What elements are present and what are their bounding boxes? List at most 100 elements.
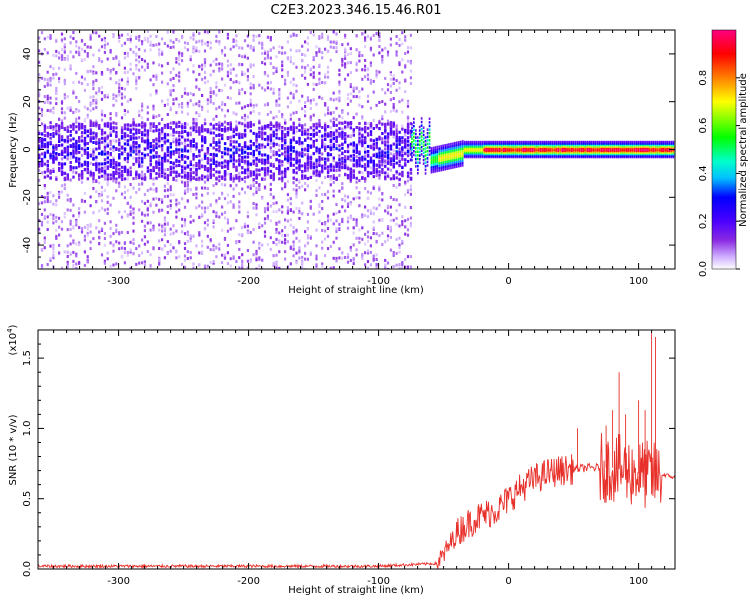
heatmap-cell-3571 <box>321 262 324 266</box>
heatmap-cell-4770 <box>418 125 421 129</box>
heatmap-cell-3585 <box>321 207 324 211</box>
heatmap-cell-87 <box>43 184 46 187</box>
heatmap-cell-2144 <box>206 42 209 46</box>
heatmap-cell-1488 <box>155 91 158 95</box>
heatmap-cell-893 <box>106 160 109 164</box>
heatmap-cell-4065 <box>358 150 361 154</box>
heatmap-cell-3537 <box>318 203 321 207</box>
heatmap-cell-2692 <box>249 152 252 156</box>
heatmap-cell-3360 <box>304 251 307 255</box>
heatmap-cell-2374 <box>223 129 227 133</box>
heatmap-cell-2103 <box>203 210 207 214</box>
heatmap-cell-3847 <box>341 151 344 155</box>
heatmap-cell-1243 <box>135 79 138 83</box>
heatmap-cell-2829 <box>261 43 264 47</box>
heatmap-cell-1128 <box>126 32 129 36</box>
heatmap-cell-3918 <box>346 150 350 154</box>
heatmap-cell-2284 <box>218 88 221 92</box>
heatmap-cell-1661 <box>169 70 172 74</box>
heatmap-cell-209 <box>52 145 55 149</box>
heatmap-cell-2181 <box>209 87 212 91</box>
heatmap-cell-1980 <box>195 102 198 106</box>
heatmap-cell-1394 <box>146 153 150 157</box>
heatmap-cell-844 <box>103 46 106 50</box>
heatmap-cell-2637 <box>246 34 249 38</box>
heatmap-cell-2149 <box>206 157 210 161</box>
heatmap-cell-588 <box>83 225 86 229</box>
heatmap-cell-3253 <box>295 49 298 53</box>
heatmap-cell-493 <box>75 148 78 152</box>
heatmap-cell-3092 <box>281 176 284 180</box>
heatmap-cell-1957 <box>192 166 195 170</box>
heatmap-cell-3891 <box>346 255 350 259</box>
heatmap-cell-4435 <box>389 195 392 199</box>
heatmap-cell-3589 <box>321 143 324 147</box>
heatmap-cell-1269 <box>138 55 141 59</box>
heatmap-cell-630 <box>86 224 89 228</box>
heatmap-cell-3130 <box>284 167 287 171</box>
heatmap-cell-4678 <box>406 125 410 129</box>
heatmap-cell-3461 <box>312 169 315 173</box>
heatmap-cell-228 <box>55 54 58 58</box>
heatmap-cell-2228 <box>212 124 215 128</box>
heatmap-cell-2323 <box>221 63 224 67</box>
heatmap-cell-2345 <box>223 114 227 118</box>
heatmap-cell-4706 <box>409 129 413 133</box>
heatmap-cell-3612 <box>324 221 327 224</box>
heatmap-cell-606 <box>83 160 87 164</box>
heatmap-cell-783 <box>98 144 101 148</box>
heatmap-cell-1770 <box>178 58 181 61</box>
heatmap-cell-3345 <box>301 141 304 145</box>
heatmap-cell-3941 <box>349 47 352 51</box>
heatmap-cell-1098 <box>123 113 126 117</box>
heatmap-cell-414 <box>69 219 72 223</box>
heatmap-cell-1978 <box>192 140 195 143</box>
heatmap-cell-634 <box>86 153 89 157</box>
heatmap-cell-3128 <box>284 157 287 161</box>
heatmap-cell-3959 <box>349 178 353 181</box>
heatmap-cell-1579 <box>161 162 164 166</box>
heatmap-cell-593 <box>83 250 86 254</box>
heatmap-cell-4308 <box>378 147 381 151</box>
heatmap-cell-4477 <box>392 103 395 106</box>
heatmap-cell-3751 <box>335 32 338 36</box>
heatmap-cell-4679 <box>406 149 410 153</box>
heatmap-cell-575 <box>80 174 84 178</box>
heatmap-cell-4928 <box>448 160 450 163</box>
heatmap-cell-2061 <box>201 63 204 67</box>
heatmap-cell-3339 <box>301 148 304 152</box>
heatmap-cell-3152 <box>286 206 289 210</box>
heatmap-cell-3308 <box>298 142 301 146</box>
heatmap-cell-2450 <box>232 45 235 49</box>
heatmap-cell-1663 <box>169 188 172 192</box>
heatmap-cell-1095 <box>123 41 126 45</box>
heatmap-cell-2832 <box>261 137 264 141</box>
heatmap-cell-4842 <box>432 158 435 162</box>
heatmap-cell-2485 <box>235 34 238 38</box>
heatmap-cell-4959 <box>454 163 456 166</box>
heatmap-cell-465 <box>72 155 75 159</box>
heatmap-cell-1164 <box>129 195 132 199</box>
heatmap-cell-186 <box>52 153 55 157</box>
heatmap-cell-1466 <box>152 169 155 172</box>
heatmap-cell-4817 <box>428 146 431 149</box>
heatmap-cell-2565 <box>241 233 244 237</box>
heatmap-cell-1275 <box>138 160 141 164</box>
heatmap-cell-1371 <box>146 40 149 43</box>
heatmap-cell-852 <box>103 122 107 126</box>
heatmap-cell-3578 <box>321 81 324 84</box>
heatmap-cell-323 <box>60 172 64 175</box>
heatmap-cell-4629 <box>404 205 407 209</box>
heatmap-cell-652 <box>89 33 92 37</box>
heatmap-cell-4907 <box>444 158 446 161</box>
heatmap-cell-200 <box>52 76 55 80</box>
heatmap-cell-1097 <box>123 247 126 251</box>
heatmap-cell-4400 <box>386 83 390 87</box>
heatmap-cell-703 <box>92 211 95 215</box>
heatmap-cell-725 <box>95 101 98 105</box>
heatmap-cell-3656 <box>326 106 330 110</box>
heatmap-cell-535 <box>78 164 81 168</box>
heatmap-cell-39 <box>40 110 44 114</box>
heatmap-cell-1988 <box>195 117 198 121</box>
heatmap-cell-1795 <box>178 124 181 128</box>
